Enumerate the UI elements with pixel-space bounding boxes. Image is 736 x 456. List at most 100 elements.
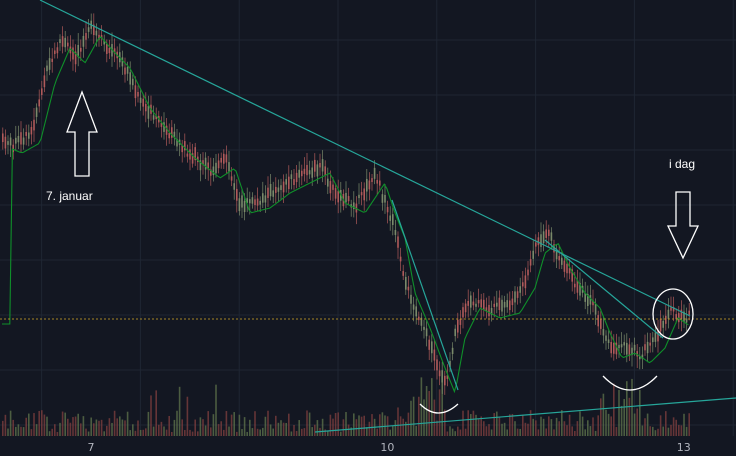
downtrend-line-main <box>39 0 691 317</box>
volume-bar <box>467 410 469 436</box>
volume-bar <box>553 429 555 436</box>
candle-body <box>9 137 12 146</box>
x-tick-label: 10 <box>380 441 394 454</box>
volume-bar <box>168 415 170 436</box>
volume-bar <box>399 416 402 436</box>
volume-bar <box>103 431 105 436</box>
candle-body <box>477 300 480 304</box>
volume-bar <box>342 419 345 436</box>
x-tick-label: 7 <box>88 441 95 454</box>
volume-bar <box>22 427 25 436</box>
candle-body <box>496 302 498 307</box>
volume-bar <box>215 384 217 436</box>
candle-body <box>51 58 53 62</box>
volume-bar <box>657 428 659 436</box>
candle-body <box>506 300 508 308</box>
volume-bar <box>48 431 51 436</box>
volume-bar <box>80 423 82 436</box>
moving-average-line <box>2 36 689 394</box>
candle-body <box>472 301 475 306</box>
candle-body <box>290 174 293 180</box>
candle-body <box>7 141 9 145</box>
volume-bar <box>425 386 428 436</box>
volume-bar <box>345 412 347 436</box>
volume-bar <box>67 418 69 436</box>
volume-bar <box>108 418 111 436</box>
candle-body <box>652 337 654 343</box>
candle-body <box>285 179 287 185</box>
candle-body <box>483 299 485 311</box>
volume-bar <box>93 423 95 436</box>
candle-body <box>147 105 150 119</box>
volume-bar <box>51 428 53 436</box>
volume-bar <box>449 426 451 436</box>
smile-mark-left <box>419 403 459 414</box>
volume-bar <box>607 413 610 436</box>
volume-bar <box>295 430 298 436</box>
candle-body <box>163 122 165 132</box>
volume-bar <box>288 413 290 436</box>
candle-body <box>558 256 560 261</box>
smile-mark-right <box>602 375 658 391</box>
candle-body <box>363 188 365 201</box>
candle-body <box>373 167 376 179</box>
volume-bar <box>137 420 139 436</box>
candle-body <box>142 98 144 107</box>
candle-body <box>501 299 503 312</box>
volume-bar <box>249 419 251 436</box>
candle-body <box>324 166 326 176</box>
volume-bar <box>605 409 607 436</box>
candle-body <box>220 157 222 163</box>
volume-bar <box>477 419 480 436</box>
volume-bar <box>59 422 61 436</box>
candle-body <box>15 137 17 144</box>
volume-bar <box>202 419 204 436</box>
volume-bar <box>418 396 420 436</box>
volume-bar <box>337 412 339 436</box>
volume-bar <box>54 424 56 436</box>
volume-bar <box>457 426 459 436</box>
candle-body <box>402 271 404 276</box>
volume-bar <box>116 418 118 436</box>
volume-bar <box>277 422 280 436</box>
candle-body <box>202 160 204 165</box>
candle-body <box>293 179 295 185</box>
candle-body <box>529 259 532 266</box>
volume-bar <box>376 428 378 436</box>
volume-bar <box>568 414 571 436</box>
candle-body <box>54 50 56 54</box>
volume-bar <box>308 412 311 436</box>
candle-body <box>610 341 612 354</box>
candle-body <box>639 356 641 360</box>
candle-body <box>225 154 228 163</box>
candle-body <box>171 127 173 138</box>
volume-bar <box>324 429 326 436</box>
candle-body <box>108 47 111 54</box>
candle-body <box>376 179 378 184</box>
volume-bar <box>181 419 183 436</box>
candle-body <box>626 342 628 355</box>
volume-bar <box>678 424 680 436</box>
candle-body <box>100 35 103 39</box>
volume-bar <box>264 416 267 436</box>
volume-bar <box>381 412 384 436</box>
candle-body <box>542 231 545 244</box>
candle-body <box>602 329 605 336</box>
volume-bar <box>74 416 77 436</box>
arrow-up-icon <box>66 90 98 177</box>
volume-bar <box>82 416 85 436</box>
volume-bar <box>33 413 35 436</box>
candle-body <box>139 97 142 103</box>
volume-bar <box>397 407 399 436</box>
candle-body <box>126 66 129 74</box>
candle-body <box>592 300 594 306</box>
candle-body <box>259 200 261 205</box>
candle-body <box>678 313 680 323</box>
candle-body <box>181 145 183 153</box>
candle-body <box>38 99 40 107</box>
volume-bar <box>506 429 508 436</box>
volume-bar <box>631 378 633 436</box>
volume-bar <box>423 399 425 436</box>
volume-bar <box>503 422 506 436</box>
volume-bar <box>462 410 464 436</box>
